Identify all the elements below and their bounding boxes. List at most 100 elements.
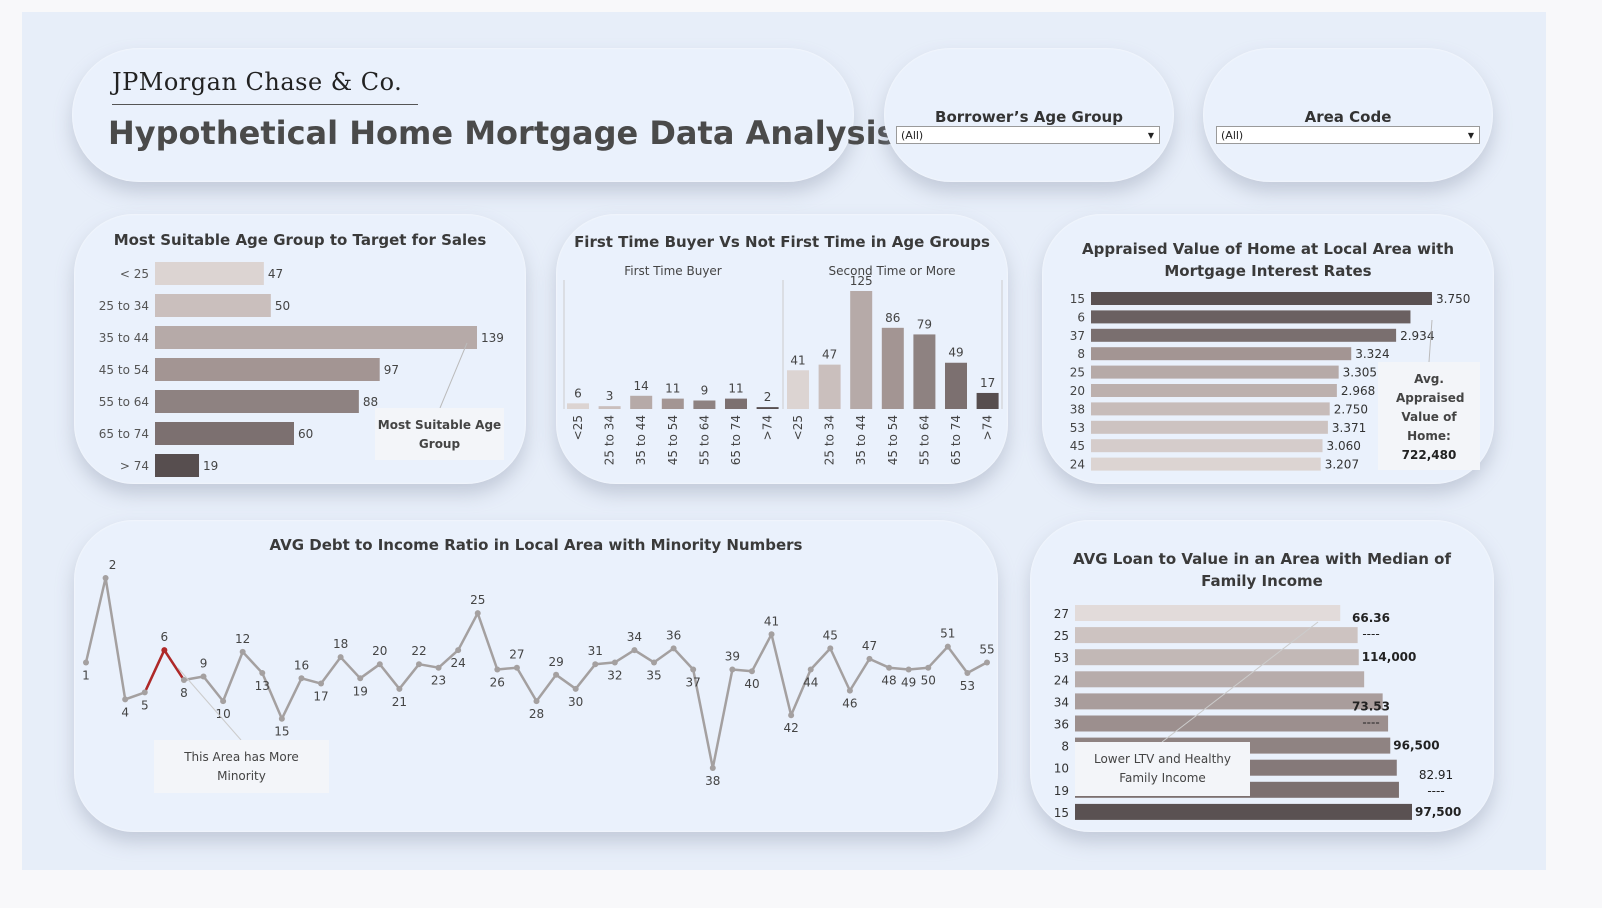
data-label: 19: [203, 459, 218, 473]
data-label: 48: [881, 674, 896, 688]
data-label: 4: [121, 705, 129, 719]
y-tick-label: 34: [1054, 695, 1069, 709]
data-label: 35: [646, 668, 661, 682]
x-tick-label: <25: [791, 415, 805, 440]
point: [122, 696, 129, 703]
bar: [1091, 347, 1352, 361]
data-label: 49: [901, 675, 916, 689]
data-label: 21: [392, 695, 407, 709]
y-tick-label: > 74: [120, 459, 149, 473]
y-tick-label: 38: [1070, 402, 1085, 416]
data-label: 6: [574, 386, 582, 400]
data-label: 8: [180, 686, 188, 700]
data-label: 60: [298, 427, 313, 441]
data-label: 41: [790, 353, 805, 367]
series-label: First Time Buyer: [624, 264, 722, 278]
data-label: 5: [141, 698, 149, 712]
bar: [1075, 649, 1359, 666]
bar: [567, 403, 589, 409]
data-label: 3.371: [1332, 421, 1366, 435]
data-label: 34: [627, 630, 642, 644]
age-group-filter-label: Borrower’s Age Group: [935, 108, 1123, 126]
bar: [1091, 420, 1328, 434]
point: [161, 647, 168, 654]
data-label: 9: [701, 384, 709, 398]
point: [631, 647, 638, 654]
bar: [1075, 715, 1389, 732]
area-code-select[interactable]: (All) ▼: [1216, 126, 1480, 144]
y-tick-label: 27: [1054, 607, 1069, 621]
x-tick-label: 55 to 64: [697, 415, 711, 465]
age-group-select-value: (All): [901, 129, 924, 142]
point: [768, 631, 775, 638]
bar: [155, 454, 200, 477]
data-label: 50: [275, 299, 290, 313]
point: [180, 677, 187, 684]
point: [964, 670, 971, 676]
point: [455, 647, 462, 654]
point: [102, 575, 109, 581]
bar: [787, 370, 809, 409]
data-label: 37: [686, 675, 701, 689]
y-tick-label: 55 to 64: [99, 395, 149, 409]
point: [905, 666, 912, 673]
bar: [1091, 402, 1330, 416]
data-label: 25: [470, 593, 485, 607]
data-label: 139: [481, 331, 504, 345]
point: [357, 675, 364, 682]
x-tick-label: 25 to 34: [823, 415, 837, 465]
y-tick-label: 6: [1077, 310, 1085, 324]
bar: [155, 326, 477, 349]
annotation-leader: [177, 667, 242, 741]
data-label: 17: [980, 376, 995, 390]
tooltip-leader: [1428, 319, 1433, 363]
bar: [1091, 310, 1411, 324]
x-tick-label: 55 to 64: [917, 415, 931, 465]
x-tick-label: 35 to 44: [854, 415, 868, 465]
data-label: 1: [82, 668, 90, 682]
bar: [1075, 671, 1365, 688]
data-label: 3.207: [1325, 458, 1359, 472]
y-tick-label: 10: [1054, 762, 1069, 776]
appraised-tooltip: Avg. Appraised Value of Home: 722,480: [1378, 362, 1480, 470]
y-tick-label: 15: [1054, 806, 1069, 820]
data-label: 66.36: [1352, 611, 1390, 625]
bar: [756, 407, 779, 409]
age-group-select[interactable]: (All) ▼: [896, 126, 1160, 144]
bar: [976, 392, 999, 409]
page-title: Hypothetical Home Mortgage Data Analysis: [108, 114, 896, 152]
point: [83, 659, 89, 666]
point: [415, 661, 422, 668]
area-code-select-value: (All): [1221, 129, 1244, 142]
point: [278, 715, 285, 722]
data-label: 2.934: [1400, 329, 1434, 343]
x-tick-label: 45 to 54: [886, 415, 900, 465]
data-label: 27: [509, 648, 524, 662]
data-label: 79: [917, 317, 932, 331]
point: [651, 659, 658, 666]
point: [396, 685, 403, 692]
y-tick-label: 65 to 74: [99, 427, 149, 441]
point: [337, 654, 344, 661]
data-label: 41: [764, 614, 779, 628]
data-label: 20: [372, 644, 387, 658]
x-tick-label: 65 to 74: [949, 415, 963, 465]
ltv-title: AVG Loan to Value in an Area with Median…: [1073, 550, 1451, 590]
annotation-leader: [1161, 621, 1319, 743]
y-tick-label: 53: [1054, 651, 1069, 665]
bar: [725, 398, 747, 409]
data-label: 3.060: [1327, 439, 1361, 453]
y-tick-label: 24: [1054, 673, 1069, 687]
y-tick-label: 15: [1070, 292, 1085, 306]
bar: [155, 422, 294, 445]
annotation-leader: [439, 342, 468, 409]
point: [220, 698, 227, 705]
point: [925, 664, 932, 671]
bar: [630, 395, 653, 409]
y-tick-label: 45: [1070, 439, 1085, 453]
data-label: 45: [823, 628, 838, 642]
data-label: 44: [803, 675, 818, 689]
point: [298, 675, 305, 682]
point: [709, 765, 716, 771]
first-time-title: First Time Buyer Vs Not First Time in Ag…: [574, 233, 990, 251]
